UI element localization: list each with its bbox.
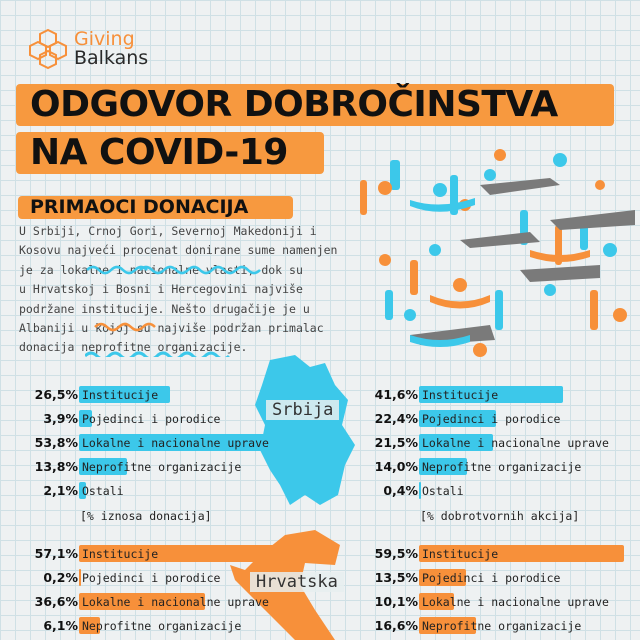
bar-category-label: Pojedinci i porodice: [82, 411, 221, 426]
bar: [419, 569, 466, 586]
bar: [419, 593, 454, 610]
bar-category-label: Lokalne i nacionalne uprave: [82, 435, 269, 450]
bar-category-label: Pojedinci i porodice: [422, 570, 561, 585]
logo-line-2: Balkans: [74, 47, 149, 69]
bar-category-label: Lokalne i nacionalne uprave: [82, 594, 269, 609]
bar-category-label: Neprofitne organizacije: [82, 618, 242, 633]
bar-row: 10,1% Lokalne i nacionalne uprave: [348, 592, 640, 611]
bar: [79, 434, 265, 451]
bar-category-label: Institucije: [422, 546, 499, 561]
bar-value-label: 21,5%: [374, 435, 418, 450]
bar-row: 0,2% Pojedinci i porodice: [8, 568, 328, 587]
bar-category-label: Neprofitne organizacije: [422, 459, 582, 474]
serbia-label: Srbija: [266, 400, 340, 420]
bar-value-label: 13,5%: [374, 570, 418, 585]
bar: [79, 617, 101, 634]
bar: [79, 458, 127, 475]
bar-category-label: Pojedinci i porodice: [82, 570, 221, 585]
bar: [419, 410, 497, 427]
bar-row: 13,8% Neprofitne organizacije: [8, 457, 328, 476]
bar-category-label: Pojedinci i porodice: [422, 411, 561, 426]
bar-row: 3,9% Pojedinci i porodice: [8, 409, 328, 428]
chart-note: [% dobrotvornih akcija]: [420, 509, 580, 523]
bar-category-label: Neprofitne organizacije: [422, 618, 582, 633]
bar-row: 13,5% Pojedinci i porodice: [348, 568, 640, 587]
bar-row: 36,6% Lokalne i nacionalne uprave: [8, 592, 328, 611]
bar-value-label: 6,1%: [43, 618, 78, 633]
bar-row: 21,5% Lokalne i nacionalne uprave: [348, 433, 640, 452]
bar-value-label: 0,2%: [43, 570, 78, 585]
highlight-squiggles: [85, 265, 261, 357]
bar-value-label: 14,0%: [374, 459, 418, 474]
bar-category-label: Neprofitne organizacije: [82, 459, 242, 474]
bar: [79, 482, 87, 499]
bar-value-label: 2,1%: [43, 483, 78, 498]
bar: [79, 545, 276, 562]
section-paragraph: U Srbiji, Crnoj Gori, Severnoj Makedonij…: [19, 224, 338, 355]
serbia-map: [255, 355, 355, 505]
bar-category-label: Institucije: [422, 387, 499, 402]
bar-row: 26,5% Institucije: [8, 385, 328, 404]
bar-category-label: Ostali: [82, 483, 124, 498]
hexagon-logo-icon: [29, 28, 67, 70]
bar-value-label: 16,6%: [374, 618, 418, 633]
logo-line-1: Giving: [74, 28, 135, 50]
bar-value-label: 22,4%: [374, 411, 418, 426]
bar-value-label: 3,9%: [43, 411, 78, 426]
bar-value-label: 41,6%: [374, 387, 418, 402]
bar: [419, 617, 477, 634]
bar-row: 16,6% Neprofitne organizacije: [348, 616, 640, 635]
page-title-line-1: ODGOVOR DOBROČINSTVA: [16, 84, 614, 126]
bar: [419, 545, 625, 562]
bar-value-label: 59,5%: [374, 546, 418, 561]
bar-value-label: 53,8%: [34, 435, 78, 450]
chart-note: [% iznosa donacija]: [80, 509, 212, 523]
bar: [79, 569, 81, 586]
section-heading: PRIMAOCI DONACIJA: [18, 196, 293, 219]
bar-value-label: 0,4%: [383, 483, 418, 498]
bar-row: 6,1% Neprofitne organizacije: [8, 616, 328, 635]
bar-row: 41,6% Institucije: [348, 385, 640, 404]
bar: [419, 386, 563, 403]
bar-category-label: Ostali: [422, 483, 464, 498]
bar: [79, 386, 171, 403]
bar: [419, 482, 421, 499]
bar-row: 59,5% Institucije: [348, 544, 640, 563]
bar-value-label: 36,6%: [34, 594, 78, 609]
bar: [419, 458, 468, 475]
bar-category-label: Institucije: [82, 546, 159, 561]
bar-row: 57,1% Institucije: [8, 544, 328, 563]
bar: [79, 593, 206, 610]
giving-balkans-logo: Giving Balkans: [28, 28, 148, 70]
bar-category-label: Institucije: [82, 387, 159, 402]
bar-row: 22,4% Pojedinci i porodice: [348, 409, 640, 428]
bar-category-label: Lokalne i nacionalne uprave: [422, 435, 609, 450]
logo-text: Giving Balkans: [74, 30, 148, 68]
bar-value-label: 26,5%: [34, 387, 78, 402]
croatia-label: Hrvatska: [250, 572, 344, 592]
bar-value-label: 10,1%: [374, 594, 418, 609]
page-title-line-2: NA COVID-19: [16, 132, 324, 174]
bar-row: 53,8% Lokalne i nacionalne uprave: [8, 433, 328, 452]
bar: [419, 434, 494, 451]
bar-value-label: 13,8%: [34, 459, 78, 474]
bar-category-label: Lokalne i nacionalne uprave: [422, 594, 609, 609]
bar-value-label: 57,1%: [34, 546, 78, 561]
bar-row: 2,1% Ostali: [8, 481, 328, 500]
donation-hands-illustration: [360, 149, 635, 357]
bar-row: 0,4% Ostali: [348, 481, 640, 500]
bar-row: 14,0% Neprofitne organizacije: [348, 457, 640, 476]
bar: [79, 410, 93, 427]
